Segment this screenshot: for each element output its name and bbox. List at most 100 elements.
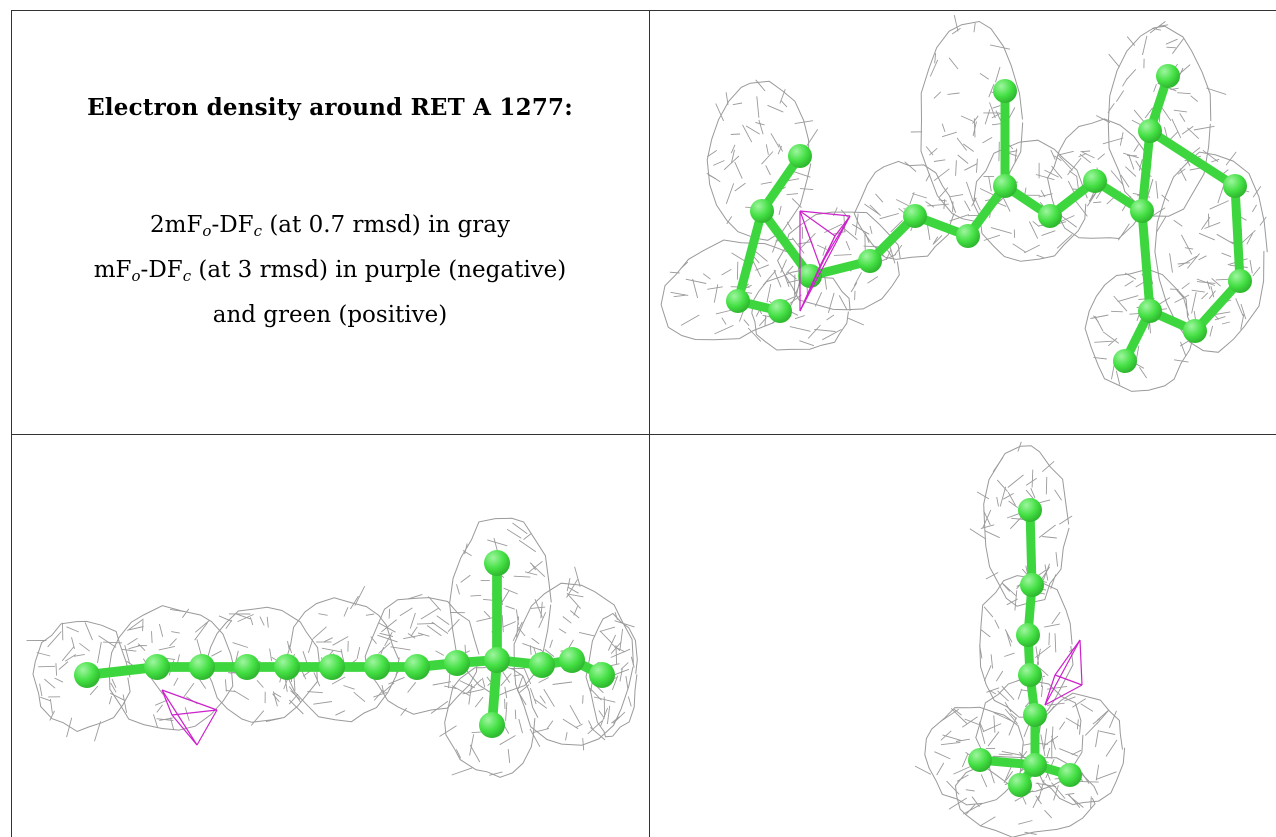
mesh-line	[427, 596, 442, 611]
mesh-line	[889, 244, 896, 264]
mesh-contour	[751, 269, 851, 351]
mesh-line	[1090, 796, 1092, 809]
mesh-line	[1095, 115, 1111, 124]
mesh-line	[929, 147, 938, 156]
mesh-line	[518, 718, 523, 734]
mesh-line	[879, 212, 899, 220]
atom	[559, 647, 585, 673]
mesh-line	[766, 283, 772, 303]
mesh-line	[982, 509, 992, 529]
mesh-line	[1214, 311, 1231, 315]
mesh-line	[343, 607, 349, 617]
mesh-contour	[364, 597, 480, 715]
mesh-line	[416, 622, 435, 625]
mesh-line	[587, 720, 603, 735]
mesh-line	[1094, 315, 1104, 332]
atom	[479, 712, 505, 738]
mesh-line	[1044, 169, 1059, 178]
mesh-line	[1097, 153, 1105, 160]
mesh-line	[1023, 244, 1041, 254]
negative-density-line	[161, 689, 173, 716]
mesh-line	[611, 716, 620, 724]
mesh-line	[855, 213, 859, 236]
mesh-line	[777, 145, 783, 155]
mesh-line	[912, 193, 927, 199]
mesh-line	[1246, 233, 1253, 245]
mesh-line	[447, 618, 460, 633]
atom	[1138, 119, 1162, 143]
border-top	[11, 10, 1276, 11]
mesh-line	[965, 181, 974, 202]
mesh-line	[1050, 574, 1057, 590]
mesh-line	[979, 188, 994, 196]
mesh-line	[1139, 366, 1147, 379]
mesh-line	[692, 278, 699, 299]
mesh-line	[544, 649, 555, 657]
mesh-line	[986, 687, 1000, 693]
mesh-line	[1125, 166, 1137, 177]
mesh-line	[743, 319, 750, 326]
mesh-line	[1046, 747, 1051, 758]
mesh-line	[827, 292, 835, 314]
mesh-line	[869, 225, 873, 234]
mesh-line	[332, 636, 349, 646]
atom	[993, 79, 1017, 103]
mesh-line	[976, 491, 990, 500]
mesh-line	[1133, 144, 1139, 152]
mesh-line	[985, 572, 999, 580]
mesh-line	[156, 704, 163, 713]
mesh-line	[971, 796, 980, 807]
mesh-line	[323, 637, 333, 643]
mesh-line	[726, 216, 733, 225]
mesh-line	[606, 705, 611, 725]
negative-density-line	[799, 210, 836, 237]
mesh-line	[1017, 441, 1022, 452]
mesh-line	[1061, 215, 1077, 228]
mesh-line	[799, 188, 814, 191]
mesh-line	[972, 115, 979, 124]
mesh-line	[1043, 728, 1048, 750]
mesh-line	[786, 221, 792, 230]
mesh-line	[979, 721, 985, 732]
mesh-line	[73, 653, 85, 657]
atom	[798, 264, 822, 288]
mesh-line	[272, 691, 278, 707]
mesh-line	[469, 734, 475, 756]
border-middle-vertical	[649, 10, 650, 837]
mesh-line	[250, 710, 265, 726]
mesh-line	[122, 694, 128, 713]
negative-density-line	[171, 714, 198, 746]
mesh-line	[670, 291, 689, 296]
mesh-line	[127, 618, 144, 632]
mesh-line	[1038, 193, 1053, 198]
border-left	[11, 10, 12, 837]
mesh-line	[353, 691, 366, 703]
mesh-line	[1198, 255, 1207, 261]
mesh-line	[706, 172, 721, 183]
mesh-line	[1095, 771, 1117, 780]
mesh-line	[288, 693, 299, 705]
negative-density-line	[1044, 674, 1056, 706]
mesh-line	[1259, 216, 1267, 226]
mesh-line	[940, 730, 952, 741]
mesh-line	[909, 191, 915, 205]
mesh-line	[1040, 734, 1046, 756]
mesh-line	[531, 637, 540, 645]
border-middle-horizontal	[11, 434, 1276, 435]
mesh-line	[713, 284, 719, 303]
mesh-line	[1056, 234, 1073, 249]
atom	[144, 654, 170, 680]
mesh-line	[948, 797, 968, 810]
mesh-line	[1206, 87, 1227, 95]
mesh-line	[1235, 298, 1244, 316]
mesh-line	[410, 626, 418, 637]
mesh-line	[989, 102, 996, 119]
mesh-line	[343, 685, 355, 690]
mesh-line	[822, 245, 827, 256]
mesh-line	[171, 631, 180, 634]
mesh-line	[1252, 266, 1261, 277]
mesh-line	[794, 120, 813, 125]
mesh-line	[1059, 748, 1079, 757]
mesh-line	[287, 641, 290, 650]
mesh-line	[851, 223, 870, 235]
